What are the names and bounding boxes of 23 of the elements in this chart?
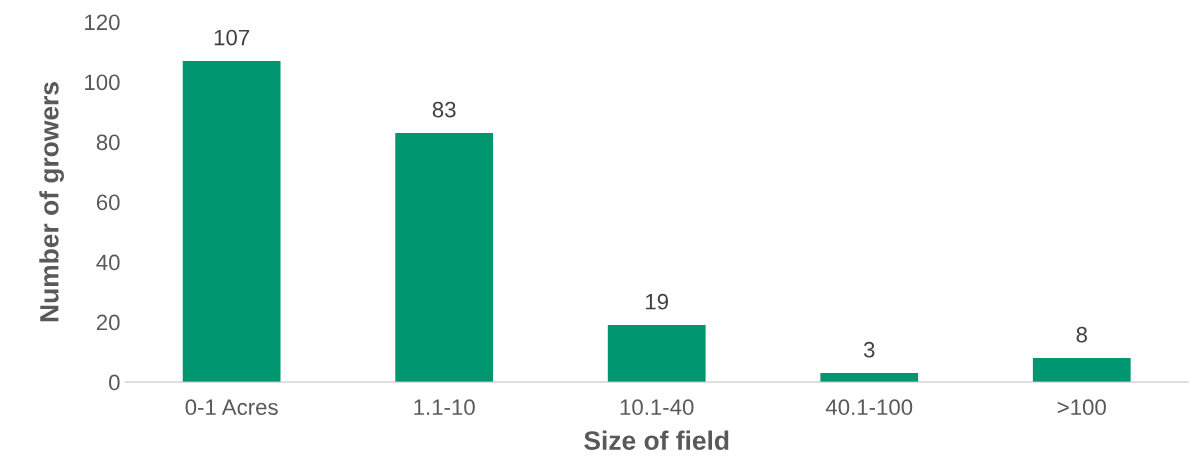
y-tick-label: 60 — [96, 194, 120, 211]
data-label: 83 — [432, 101, 456, 118]
x-tick-label: 0-1 Acres — [185, 399, 278, 416]
y-axis-title: Number of growers — [39, 82, 64, 322]
y-tick-label: 0 — [109, 374, 120, 391]
x-tick-label: 1.1-10 — [414, 399, 475, 416]
data-label: 107 — [214, 29, 250, 46]
x-tick-label: 10.1-40 — [620, 399, 694, 416]
y-tick-label: 100 — [85, 74, 120, 91]
bar — [395, 132, 494, 383]
x-tick-label: 40.1-100 — [825, 399, 913, 416]
data-label: 19 — [646, 293, 669, 310]
x-tick-label: >100 — [1057, 399, 1106, 416]
bar — [1032, 358, 1131, 383]
bar — [182, 60, 281, 383]
data-label: 3 — [863, 341, 875, 358]
bar — [607, 325, 706, 383]
y-tick-label: 80 — [96, 134, 120, 151]
y-tick-label: 20 — [96, 314, 120, 331]
y-tick-label: 40 — [96, 254, 120, 271]
data-label: 8 — [1076, 326, 1087, 343]
x-axis-title: Size of field — [584, 430, 729, 450]
y-tick-label: 120 — [85, 14, 120, 31]
